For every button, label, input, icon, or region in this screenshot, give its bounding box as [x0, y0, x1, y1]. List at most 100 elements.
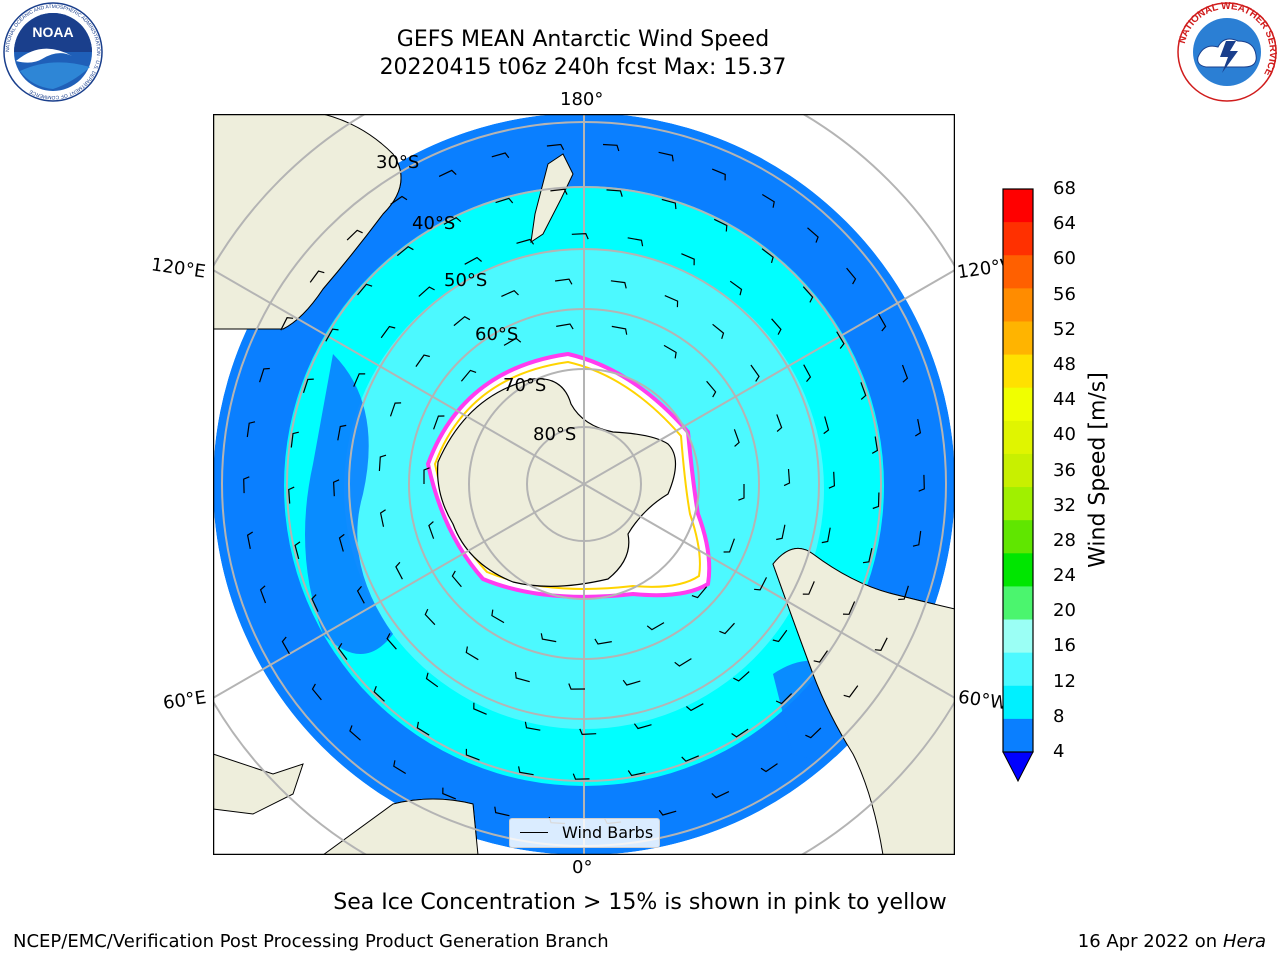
wind-barb [712, 323, 725, 339]
colorbar-tick-label: 56 [1053, 283, 1076, 305]
colorbar-tick-label: 16 [1053, 635, 1076, 657]
lat-label-30s: 30°S [376, 152, 420, 173]
wind-barb [465, 748, 480, 761]
wind-barb [243, 476, 250, 494]
wind-barb [491, 152, 510, 159]
wind-barb [311, 683, 322, 701]
wind-barb [428, 521, 435, 539]
wind-barb [395, 561, 403, 580]
footer-host: Hera [1222, 931, 1266, 952]
wind-barb [491, 609, 505, 624]
nws-logo: NATIONAL WEATHER SERVICE [1177, 1, 1278, 102]
colorbar-cell [1003, 652, 1033, 687]
wind-barb [373, 685, 385, 702]
wind-barb [281, 636, 290, 655]
wind-barb [611, 325, 628, 335]
wind-barb [821, 527, 831, 544]
colorbar-tick-label: 64 [1053, 213, 1076, 235]
wind-barb [346, 229, 363, 241]
lon-label-120e: 120°E [149, 254, 207, 283]
wind-barb [378, 454, 387, 472]
colorbar-cell [1003, 487, 1033, 521]
wind-barb [416, 721, 430, 736]
lat-label-60s: 60°S [475, 324, 519, 345]
wind-barb [805, 727, 822, 739]
wind-barb [663, 344, 677, 359]
lat-label-70s: 70°S [503, 375, 547, 396]
wind-barb [460, 369, 477, 382]
wind-barb [337, 642, 348, 660]
wind-barb [803, 364, 812, 382]
wind-barb [393, 760, 407, 775]
wind-barb [555, 278, 573, 285]
chart-title: GEFS MEAN Antarctic Wind Speed [396, 27, 770, 52]
wind-barb [691, 586, 708, 599]
colorbar-cell [1003, 685, 1033, 720]
wind-barb [602, 143, 620, 152]
wind-barb [311, 594, 319, 612]
wind-barb [386, 633, 397, 650]
wind-barb [424, 608, 436, 626]
wind-barb [633, 723, 652, 730]
wind-barb [353, 373, 366, 387]
wind-barb [646, 622, 665, 631]
wind-barb-legend-swatch [520, 832, 548, 833]
colorbar-cell [1003, 453, 1033, 488]
colorbar-cell [1003, 288, 1033, 322]
wind-barb [754, 577, 768, 591]
wind-barb [290, 431, 299, 448]
wind-barb [846, 267, 857, 285]
wind-barb [914, 418, 922, 437]
wind-barb [733, 671, 750, 682]
wind-barb [443, 216, 462, 225]
wind-barb [524, 721, 541, 731]
wind-barb [501, 289, 519, 297]
wind-barb [294, 541, 301, 560]
wind-barb [568, 683, 586, 690]
lon-label-60e: 60°E [161, 687, 208, 714]
wind-barb [664, 295, 679, 308]
wind-barb [418, 286, 435, 297]
wind-barb [579, 728, 597, 736]
wind-barb [246, 531, 254, 550]
wind-barb [259, 585, 267, 604]
lat-label-40s: 40°S [412, 213, 456, 234]
wind-barb [423, 467, 430, 484]
footer-date: 16 Apr 2022 on Hera [1078, 931, 1266, 952]
wind-barb [572, 773, 590, 780]
map-frame [213, 114, 955, 855]
wind-barb [775, 693, 793, 705]
colorbar-extend-arrow [1002, 751, 1034, 783]
wind-barb [872, 492, 880, 510]
wind-barbs-layer [243, 143, 925, 825]
colorbar-tick-label: 52 [1053, 318, 1076, 340]
colorbar-cell [1003, 189, 1033, 223]
noaa-logo: NOAA NATIONAL OCEANIC AND ATMOSPHERIC AD… [3, 2, 103, 102]
wind-barb [807, 227, 819, 243]
wind-barb [540, 633, 557, 643]
wind-barb [862, 547, 873, 564]
wind-barb [901, 364, 909, 383]
chart-subtitle: 20220415 t06z 240h fcst Max: 15.37 [379, 55, 787, 80]
wind-barb [772, 629, 788, 643]
wind-barb [453, 315, 471, 327]
colorbar-cell [1003, 321, 1033, 356]
wind-barb [246, 421, 256, 438]
wind-barb [760, 763, 778, 773]
colorbar-cell [1003, 222, 1033, 256]
sea-ice-inner-edge [433, 360, 701, 590]
wind-barb [658, 809, 677, 816]
map-legend: Wind Barbs [509, 818, 660, 848]
colorbar-tick-label: 36 [1053, 459, 1076, 481]
wind-barb [622, 679, 641, 686]
wind-barb [473, 702, 487, 715]
colorbar-tick-label: 60 [1053, 248, 1076, 270]
wind-barb [783, 468, 791, 487]
wind-barb [711, 791, 730, 799]
wind-barb [627, 237, 644, 247]
wind-barb [842, 601, 856, 615]
colorbar-cell [1003, 255, 1033, 289]
wind-barb [771, 318, 782, 335]
wind-barb [658, 151, 674, 162]
colorbar-tick-label: 48 [1053, 353, 1076, 375]
